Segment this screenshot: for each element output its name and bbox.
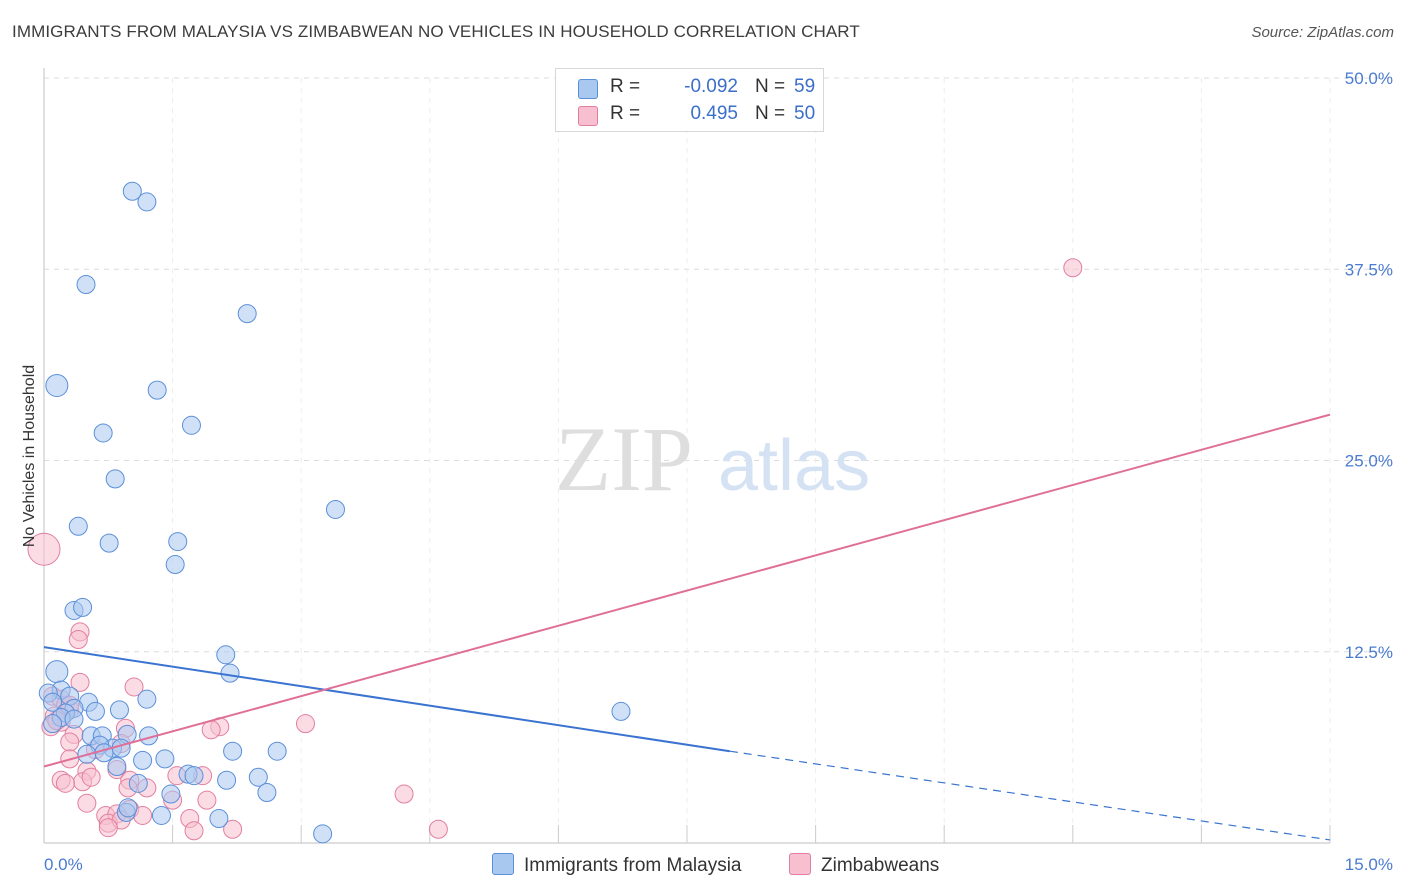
legend-swatch-zimbabwe: [578, 106, 598, 126]
malaysia-trend-extension: [729, 750, 1331, 841]
malaysia-point: [122, 181, 142, 201]
malaysia-point: [209, 809, 229, 829]
malaysia-point: [99, 533, 119, 553]
malaysia-point: [161, 784, 181, 804]
malaysia-point: [257, 783, 277, 803]
malaysia-point: [93, 423, 113, 443]
x-tick-label: 0.0%: [44, 855, 83, 874]
zimbabwe-point: [223, 819, 243, 839]
malaysia-point: [184, 766, 204, 786]
legend-n-value: 50: [794, 103, 816, 124]
zimbabwe-point: [98, 818, 118, 838]
malaysia-point: [64, 709, 84, 729]
legend-swatch-malaysia: [578, 79, 598, 99]
zimbabwe-point: [295, 714, 315, 734]
zimbabwe-trend-line: [43, 413, 1331, 768]
zimbabwe-point: [184, 821, 204, 841]
malaysia-point: [220, 663, 240, 683]
axes: [43, 68, 1331, 844]
grid-lines: [44, 77, 1390, 843]
y-axis-label: No Vehicles in Household: [21, 365, 38, 547]
zimbabwe-point: [55, 773, 75, 793]
legend-r-label: R =: [610, 103, 641, 124]
zimbabwe-point: [428, 819, 448, 839]
malaysia-point: [45, 374, 69, 398]
zimbabwe-point: [68, 630, 88, 650]
bottom-legend-label-malaysia: Immigrants from Malaysia: [524, 855, 742, 876]
watermark-atlas: atlas: [718, 426, 870, 506]
malaysia-point: [155, 749, 175, 769]
malaysia-point: [325, 499, 345, 519]
y-tick-label: 25.0%: [1345, 452, 1393, 471]
malaysia-point: [73, 597, 93, 617]
zimbabwe-point: [197, 790, 217, 810]
watermark: ZIP atlas: [555, 408, 870, 510]
y-tick-label: 50.0%: [1345, 69, 1393, 88]
malaysia-point: [68, 516, 88, 536]
malaysia-point: [267, 741, 287, 761]
zimbabwe-points: [27, 258, 1083, 841]
y-tick-label: 37.5%: [1345, 260, 1393, 279]
malaysia-point: [151, 805, 171, 825]
malaysia-point: [128, 773, 148, 793]
malaysia-point: [217, 770, 237, 790]
legend-n-value: 59: [794, 76, 816, 97]
malaysia-point: [223, 741, 243, 761]
malaysia-trend-line: [43, 646, 731, 753]
malaysia-point: [168, 532, 188, 552]
malaysia-point: [109, 700, 129, 720]
legend-r-value: 0.495: [690, 103, 738, 124]
chart-title: IMMIGRANTS FROM MALAYSIA VS ZIMBABWEAN N…: [12, 22, 860, 41]
source-label: Source: ZipAtlas.com: [1251, 24, 1394, 41]
malaysia-point: [181, 415, 201, 435]
malaysia-point: [137, 192, 157, 212]
zimbabwe-point: [70, 672, 90, 692]
malaysia-point: [43, 714, 63, 734]
malaysia-point: [85, 701, 105, 721]
bottom-legend-swatch-malaysia: [492, 853, 514, 875]
legend-n-label: N =: [755, 76, 786, 97]
malaysia-point: [216, 645, 236, 665]
malaysia-point: [313, 824, 333, 844]
legend-n-label: N =: [755, 103, 786, 124]
malaysia-point: [248, 767, 268, 787]
y-tick-label: 12.5%: [1345, 643, 1393, 662]
tick-labels: 12.5% 25.0% 37.5% 50.0% 0.0% 15.0%: [44, 69, 1393, 874]
malaysia-point: [107, 757, 127, 776]
bottom-legend-swatch-zimbabwe: [789, 853, 811, 875]
legend-r-value: -0.092: [684, 76, 738, 97]
zimbabwe-point: [60, 732, 80, 752]
malaysia-point: [118, 798, 138, 818]
malaysia-point: [137, 689, 157, 709]
zimbabwe-point: [81, 767, 101, 787]
zimbabwe-point: [124, 677, 144, 697]
malaysia-point: [147, 380, 167, 400]
x-tick-label: 15.0%: [1345, 855, 1393, 874]
zimbabwe-point: [394, 784, 414, 804]
malaysia-point: [43, 692, 63, 712]
bottom-legend-zimbabwe: Zimbabweans: [789, 853, 939, 877]
malaysia-point: [105, 469, 125, 489]
malaysia-point: [133, 750, 153, 770]
malaysia-point: [611, 701, 631, 721]
zimbabwe-point: [77, 793, 97, 813]
malaysia-point: [45, 660, 69, 684]
zimbabwe-point: [1063, 258, 1083, 278]
malaysia-point: [165, 555, 185, 575]
bottom-legend-malaysia: Immigrants from Malaysia: [492, 853, 742, 877]
zimbabwe-point: [27, 532, 61, 566]
malaysia-point: [76, 275, 96, 295]
bottom-legend-label-zimbabwe: Zimbabweans: [821, 855, 940, 876]
trend-lines: [43, 413, 1331, 841]
legend-r-label: R =: [610, 76, 641, 97]
watermark-zip: ZIP: [555, 408, 693, 510]
malaysia-point: [237, 304, 257, 324]
stats-legend: R = -0.092 N = 59 R = 0.495 N = 50: [555, 68, 824, 132]
